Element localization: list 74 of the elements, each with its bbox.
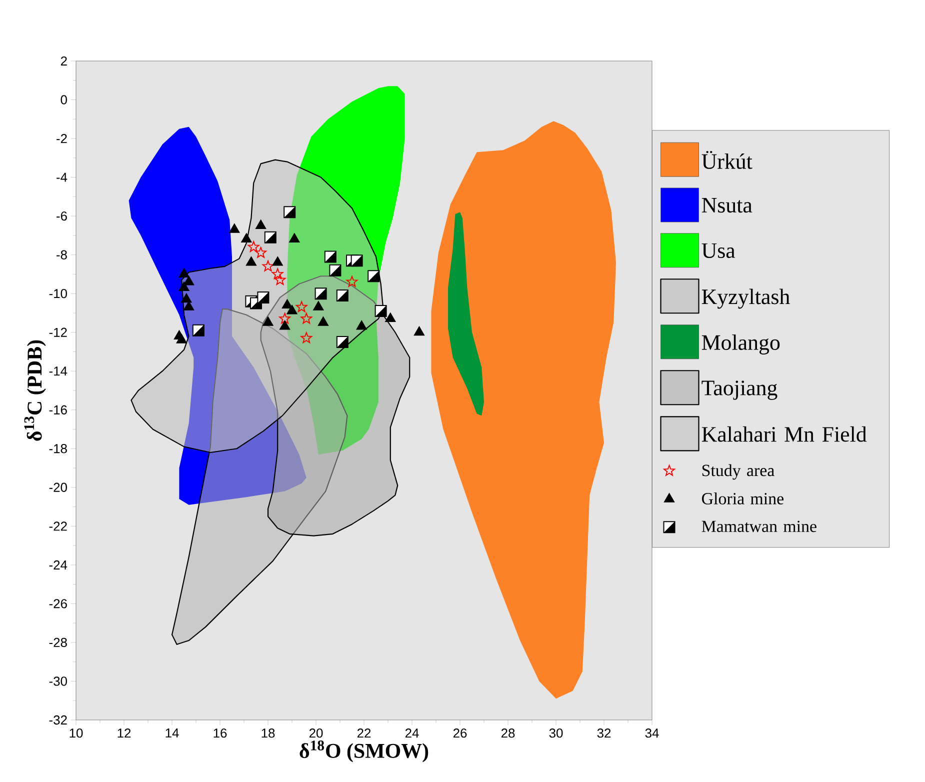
- legend-label: Usa: [702, 243, 736, 258]
- point: [300, 312, 312, 324]
- legend-label: Mamatwan mine: [702, 520, 816, 532]
- x-tick-label: 30: [549, 728, 563, 738]
- point: [414, 326, 424, 336]
- legend-label: Kyzyltash: [702, 288, 790, 309]
- legend-label: Ürkút: [702, 150, 752, 169]
- y-tick-label: 0: [60, 95, 67, 104]
- point: [346, 276, 358, 287]
- y-tick-label: -22: [49, 522, 67, 531]
- y-tick-label: -12: [49, 328, 67, 337]
- y-tick-label: -18: [49, 444, 67, 454]
- point: [178, 282, 190, 292]
- legend-label: Taojiang: [702, 380, 778, 400]
- legend-label: Gloria mine: [702, 492, 784, 504]
- x-tick-label: 16: [214, 728, 227, 738]
- point: [274, 274, 286, 285]
- y-tick-label: -30: [49, 676, 67, 686]
- point: [313, 301, 324, 310]
- x-tick-label: 18: [262, 728, 275, 738]
- x-tick-label: 14: [166, 728, 179, 738]
- x-tick-label: 20: [309, 728, 323, 738]
- y-tick-label: 2: [60, 56, 67, 66]
- point: [255, 246, 267, 258]
- y-tick-label: -4: [56, 172, 68, 182]
- point: [262, 260, 274, 272]
- point: [184, 276, 194, 286]
- point: [181, 293, 192, 303]
- point: [286, 305, 298, 314]
- point: [248, 241, 260, 252]
- point: [176, 334, 187, 344]
- point: [184, 301, 194, 310]
- point: [282, 299, 292, 308]
- x-tick-label: 22: [357, 728, 371, 738]
- point: [262, 316, 274, 326]
- point: [356, 320, 367, 330]
- y-tick-label: -8: [56, 250, 67, 260]
- x-tick-label: 12: [118, 728, 131, 738]
- y-tick-label: -16: [49, 405, 67, 414]
- legend-label: Kalahari Mn Field: [702, 426, 867, 442]
- legend-label: Study area: [702, 464, 774, 480]
- x-tick-label: 34: [645, 728, 659, 738]
- legend-label: Molango: [702, 334, 780, 354]
- y-axis-title: δ$^{13}$C (PDB): [24, 340, 46, 441]
- point: [280, 320, 290, 330]
- point: [385, 312, 396, 322]
- point: [300, 332, 312, 344]
- point: [256, 220, 266, 229]
- point: [272, 256, 283, 266]
- y-tick-label: -24: [49, 560, 68, 570]
- point: [296, 301, 308, 312]
- point: [246, 256, 256, 266]
- x-tick-label: 32: [597, 728, 611, 738]
- legend-label: Nsuta: [702, 198, 752, 213]
- y-tick-label: -10: [49, 288, 67, 298]
- x-axis-title: δ$^{18}$O (SMOW): [300, 740, 428, 762]
- x-tick-label: 10: [70, 728, 83, 738]
- point: [178, 268, 190, 278]
- y-tick-label: -26: [49, 599, 67, 608]
- x-tick-label: 26: [453, 728, 467, 738]
- point: [318, 316, 328, 326]
- point: [272, 268, 284, 280]
- y-tick-label: -28: [49, 638, 67, 648]
- y-tick-label: -32: [49, 715, 67, 725]
- point: [229, 224, 240, 233]
- y-tick-label: -20: [49, 482, 67, 492]
- point: [289, 233, 300, 243]
- point: [279, 312, 291, 324]
- y-tick-label: -2: [56, 134, 67, 144]
- y-tick-label: -6: [56, 211, 67, 221]
- x-tick-label: 24: [405, 728, 419, 738]
- y-tick-label: -14: [49, 366, 68, 376]
- x-tick-label: 28: [501, 728, 515, 738]
- point: [241, 233, 252, 243]
